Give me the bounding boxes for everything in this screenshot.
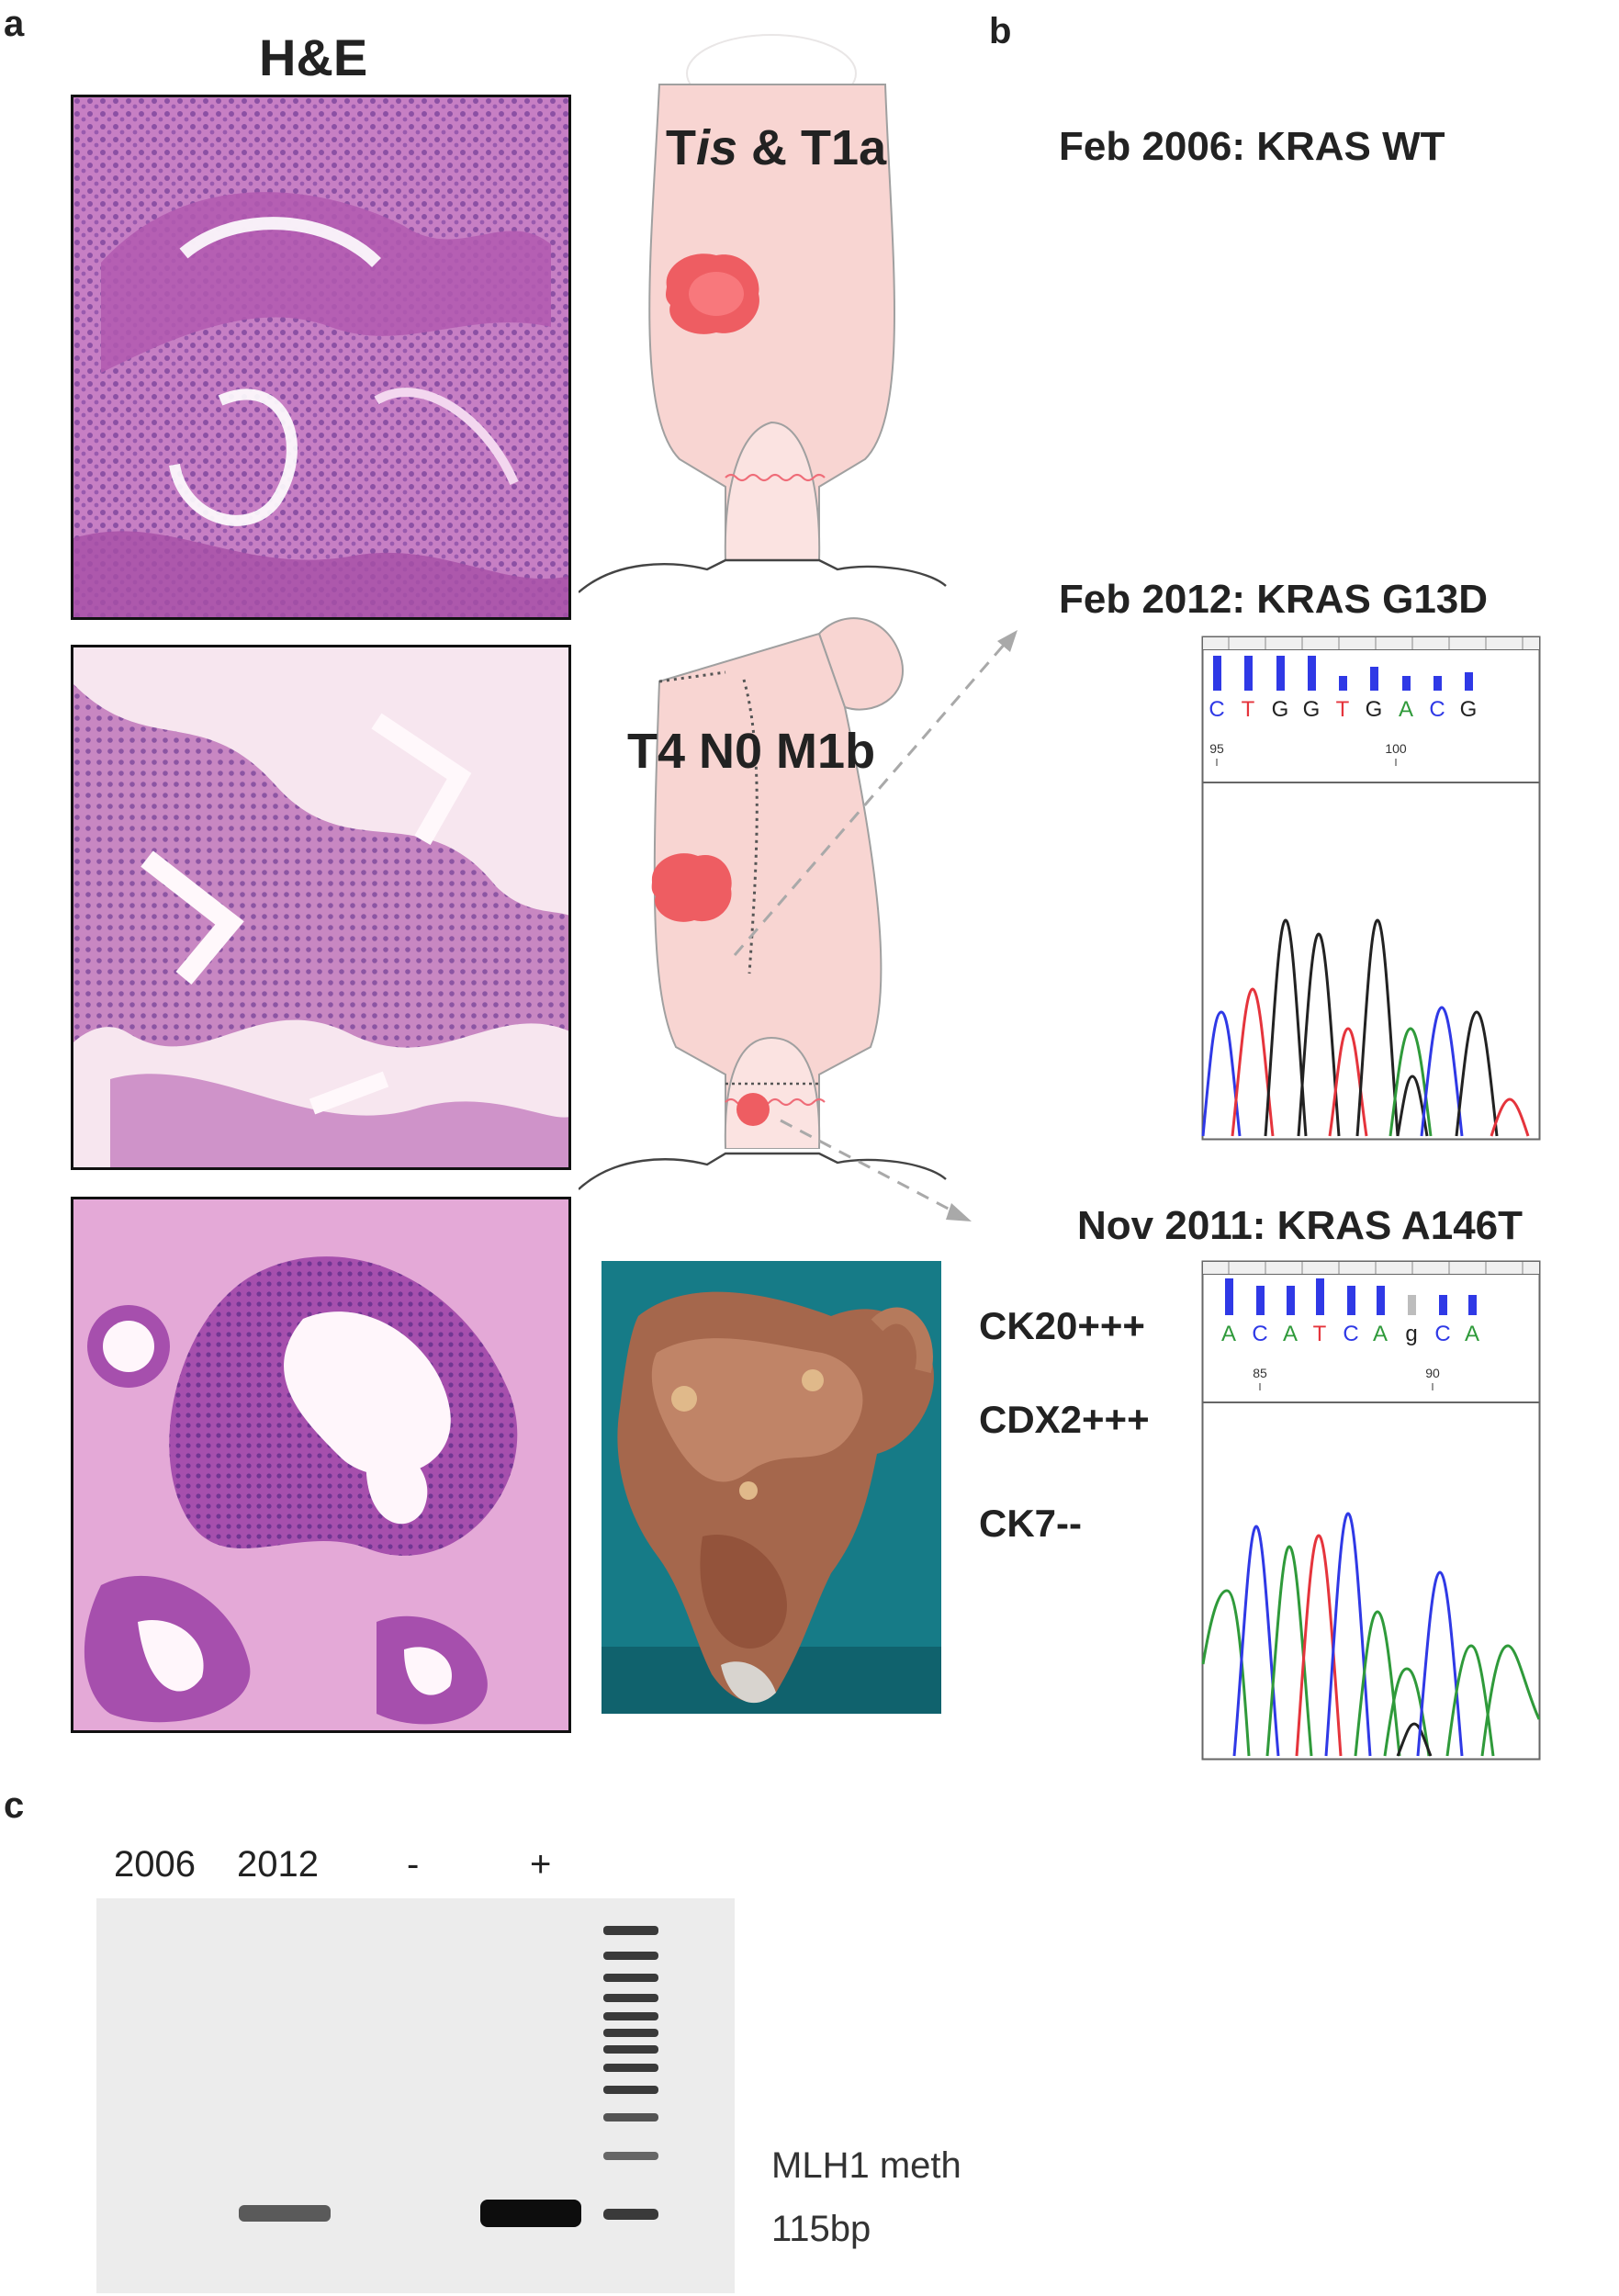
stage-label-middle: T4 N0 M1b [627, 724, 876, 779]
dna-ladder [603, 1926, 658, 2220]
base-label: C [1434, 1322, 1450, 1346]
position-tick: 85 [1253, 1366, 1267, 1380]
base-label: A [1283, 1322, 1298, 1346]
base-label: A [1399, 697, 1413, 722]
kras-2012-label: Feb 2012: KRAS G13D [1059, 577, 1489, 622]
base-label: A [1221, 1322, 1236, 1346]
base-label: T [1336, 697, 1350, 722]
organ-schematic-middle [579, 617, 947, 1190]
kras-2011-label: Nov 2011: KRAS A146T [1077, 1203, 1523, 1248]
lane-label-2006: 2006 [114, 1844, 196, 1885]
position-tick: 95 [1209, 741, 1224, 756]
lane-label-2012: 2012 [237, 1844, 319, 1885]
band-positive [480, 2200, 581, 2227]
base-label: C [1429, 697, 1445, 722]
lane-label-positive: + [530, 1844, 552, 1885]
base-label: A [1373, 1322, 1388, 1346]
chromatogram-g13d: C T G G T G A C G 95 100 [1201, 636, 1541, 1141]
organ-schematic-top [579, 34, 947, 593]
histology-image-top [71, 95, 571, 620]
gel-image [96, 1898, 735, 2293]
base-label: C [1252, 1322, 1267, 1346]
position-tick: 100 [1385, 741, 1407, 756]
panel-b-letter: b [989, 11, 1012, 51]
stage-label-top: Tis & T1a [666, 120, 887, 175]
marker-ck7: CK7-- [979, 1502, 1082, 1545]
base-label: g [1405, 1322, 1417, 1346]
he-title: H&E [259, 28, 368, 86]
band-label-mlh1: MLH1 meth [771, 2145, 961, 2186]
position-tick: 90 [1425, 1366, 1440, 1380]
base-label: C [1343, 1322, 1358, 1346]
chromatogram-a146t: A C A T C A g C A 85 90 [1201, 1260, 1541, 1761]
histology-image-middle [71, 645, 571, 1170]
base-label: G [1460, 697, 1478, 722]
lane-label-negative: - [407, 1844, 420, 1885]
base-label: G [1303, 697, 1321, 722]
base-label: C [1209, 697, 1224, 722]
band-2012 [239, 2205, 331, 2222]
panel-a-letter: a [4, 4, 25, 44]
base-label: T [1242, 697, 1255, 722]
marker-cdx2: CDX2+++ [979, 1398, 1150, 1441]
kras-2006-label: Feb 2006: KRAS WT [1059, 124, 1445, 169]
base-label: G [1272, 697, 1289, 722]
base-label: A [1465, 1322, 1479, 1346]
base-label: G [1366, 697, 1383, 722]
base-label: T [1313, 1322, 1327, 1346]
arrows-layer [733, 630, 1017, 1221]
panel-c-letter: c [4, 1785, 25, 1826]
band-label-size: 115bp [771, 2209, 871, 2249]
marker-ck20: CK20+++ [979, 1304, 1145, 1347]
histology-image-bottom [71, 1197, 571, 1733]
resection-specimen-photo [602, 1261, 941, 1714]
